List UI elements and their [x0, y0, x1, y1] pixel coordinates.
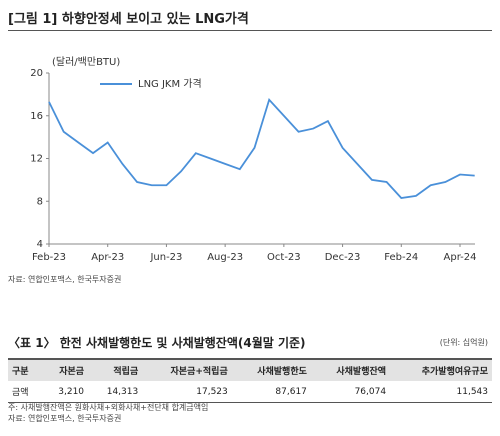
- table: 구분 자본금 적립금 자본금+적립금 사채발행한도 사채발행잔액 추가발행여유규모 금액 3,2…: [8, 358, 492, 403]
- y-tick-label: 16: [30, 111, 43, 122]
- header-cell: 구분: [8, 358, 42, 381]
- x-tick-label: Apr-23: [91, 252, 124, 263]
- table-title: 〈표 1〉 한전 사채발행한도 및 사채발행잔액(4월말 기준): [8, 336, 306, 350]
- x-tick-label: Aug-23: [207, 252, 243, 263]
- table-unit: (단위: 십억원): [439, 338, 488, 347]
- header-cell: 추가발행여유규모: [390, 358, 492, 381]
- chart-source: 자료: 연합인포맥스, 한국투자증권: [8, 275, 122, 284]
- y-tick-label: 20: [30, 68, 43, 79]
- table-cell: 87,617: [231, 381, 311, 403]
- x-tick-label: Feb-23: [32, 252, 66, 263]
- legend-label: LNG JKM 가격: [138, 77, 202, 90]
- table-cell: 14,313: [88, 381, 143, 403]
- chart: (달러/백만BTU) 4 8 12 16 20 Feb-23 Apr-23 Jun-23 Aug…: [30, 56, 477, 263]
- table-cell: 3,210: [41, 381, 89, 403]
- table-cell: 17,523: [142, 381, 232, 403]
- table-body: 금액 3,210 14,313 17,523 87,617 76,074 11,543: [8, 381, 492, 403]
- table-cell: 금액: [8, 381, 42, 403]
- table-cell: 76,074: [310, 381, 391, 403]
- note: 주: 사채발행잔액은 원화사채+외화사채+전단채 합계금액임: [8, 403, 209, 412]
- note: 자료: 연합인포맥스, 한국투자증권: [8, 414, 122, 423]
- y-tick-label: 8: [37, 196, 43, 207]
- y-tick-label: 4: [37, 239, 43, 250]
- header-cell: 적립금: [88, 358, 143, 381]
- header-cell: 자본금: [41, 358, 89, 381]
- x-tick-label: Apr-24: [444, 252, 477, 263]
- figure-title: [그림 1] 하향안정세 보이고 있는 LNG가격: [8, 12, 249, 27]
- header-cell: 사채발행한도: [231, 358, 311, 381]
- x-tick-label: Feb-24: [384, 252, 418, 263]
- line: [48, 97, 475, 200]
- y-tick-label: 12: [30, 154, 43, 165]
- title-rule: [8, 30, 492, 31]
- table-row: 금액 3,210 14,313 17,523 87,617 76,074 11,543: [8, 381, 492, 403]
- header-row: 구분 자본금 적립금 자본금+적립금 사채발행한도 사채발행잔액 추가발행여유규모: [8, 358, 492, 381]
- table-cell: 11,543: [390, 381, 492, 403]
- x-tick-label: Jun-23: [149, 252, 182, 263]
- y-axis-label: (달러/백만BTU): [52, 56, 120, 68]
- x-tick-label: Dec-23: [325, 252, 361, 263]
- x-tick-label: Oct-23: [267, 252, 301, 263]
- header-cell: 자본금+적립금: [142, 358, 232, 381]
- header-cell: 사채발행잔액: [310, 358, 391, 381]
